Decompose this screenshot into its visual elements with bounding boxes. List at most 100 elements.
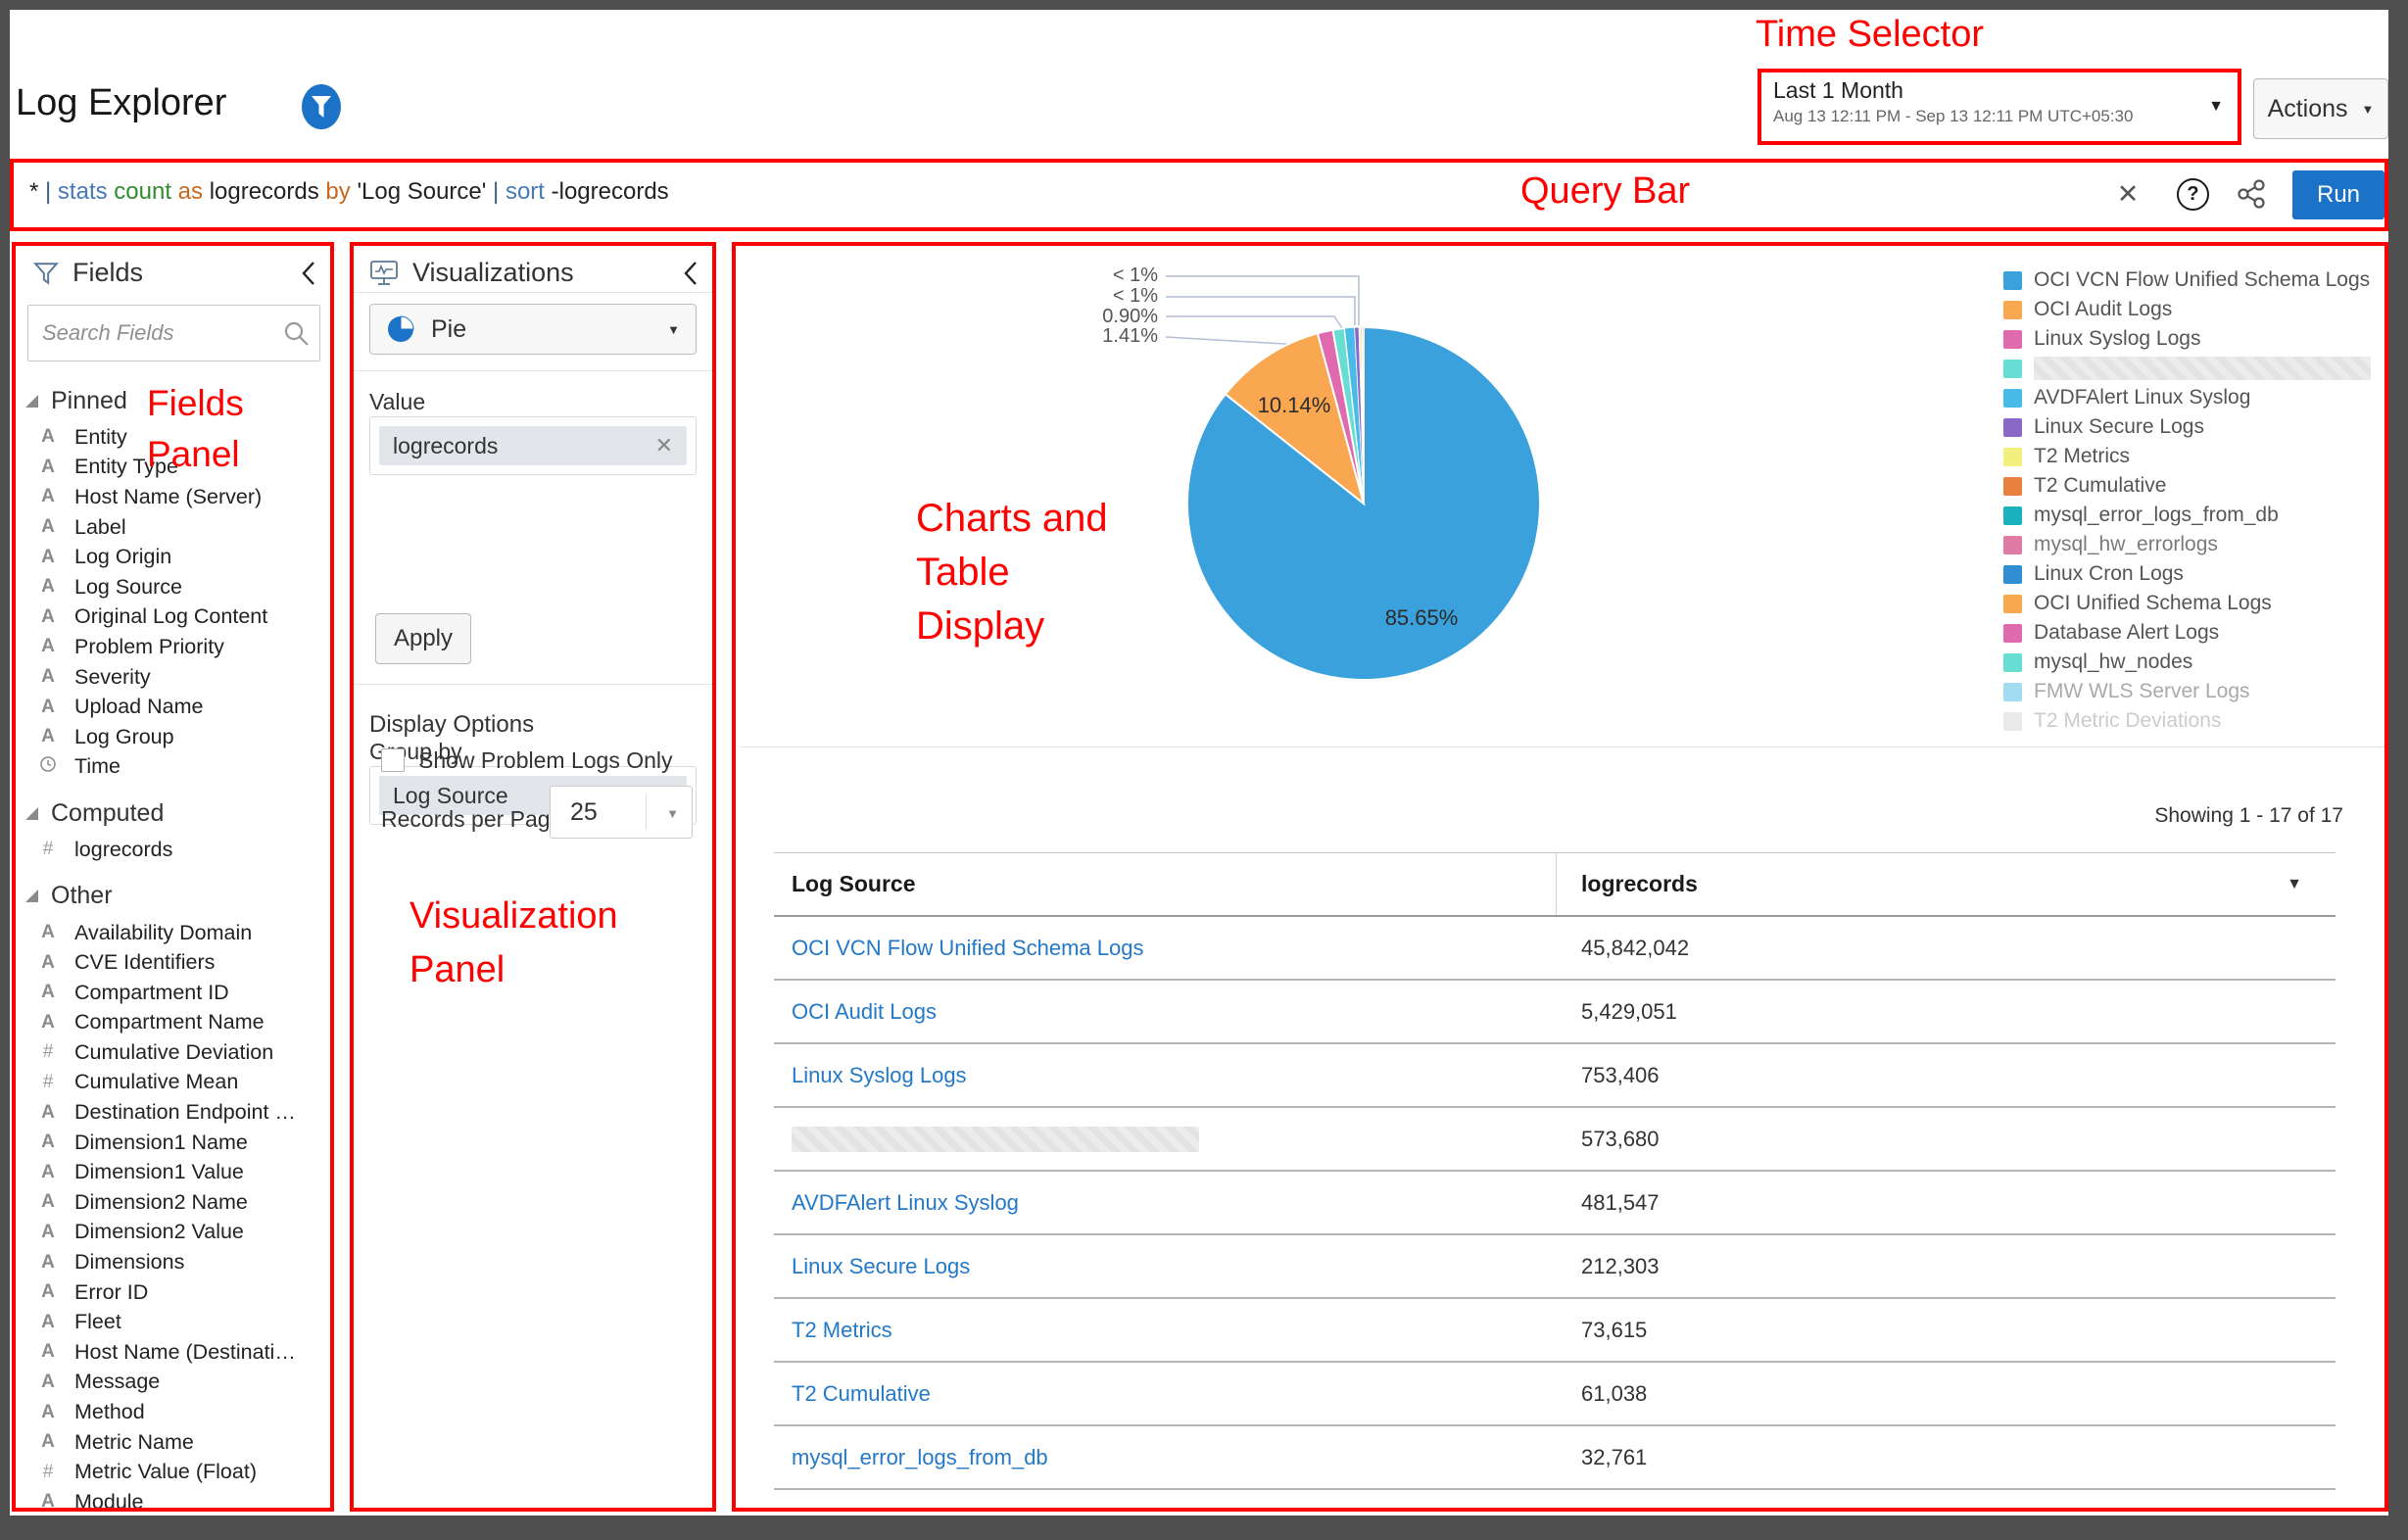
legend-item[interactable]: mysql_hw_errorlogs	[2003, 530, 2387, 559]
field-item[interactable]: A Log Group	[25, 722, 324, 752]
legend-item[interactable]: AVDFAlert Linux Syslog	[2003, 383, 2387, 412]
collapse-visualizations-icon[interactable]	[683, 260, 698, 292]
numeric-field-icon: #	[42, 1041, 54, 1063]
column-header-log-source[interactable]: Log Source	[792, 871, 916, 896]
time-selector[interactable]: Last 1 Month Aug 13 12:11 PM - Sep 13 12…	[1760, 72, 2239, 142]
field-item[interactable]: A Severity	[25, 662, 324, 693]
help-icon[interactable]: ?	[2177, 178, 2209, 211]
field-item[interactable]: A Dimension1 Value	[25, 1157, 324, 1187]
search-fields-input[interactable]	[28, 306, 319, 361]
field-item[interactable]: A Dimension2 Name	[25, 1187, 324, 1218]
value-chip[interactable]: logrecords ✕	[379, 426, 687, 465]
field-item[interactable]: A Original Log Content	[25, 602, 324, 633]
log-source-link[interactable]: mysql_error_logs_from_db	[792, 1444, 1048, 1469]
logrecords-value: 32,761	[1581, 1444, 1648, 1469]
field-item[interactable]: # Metric Value (Float)	[25, 1457, 324, 1487]
legend-item[interactable]: mysql_hw_nodes	[2003, 648, 2387, 677]
field-section-header[interactable]: Pinned	[25, 379, 324, 422]
field-item[interactable]: A Method	[25, 1397, 324, 1427]
log-source-link[interactable]: Linux Syslog Logs	[792, 1062, 967, 1087]
legend-item[interactable]: T2 Metrics	[2003, 442, 2387, 471]
collapse-fields-icon[interactable]	[301, 260, 316, 292]
field-item[interactable]: A CVE Identifiers	[25, 947, 324, 978]
show-problem-logs-checkbox[interactable]	[381, 748, 405, 772]
log-source-link[interactable]: T2 Metrics	[792, 1317, 892, 1342]
field-item[interactable]: A Host Name (Destinati…	[25, 1337, 324, 1368]
legend-item[interactable]: T2 Metric Deviations	[2003, 706, 2387, 736]
field-item[interactable]: A Dimension2 Value	[25, 1218, 324, 1248]
clear-query-icon[interactable]: ✕	[2116, 178, 2140, 209]
share-icon[interactable]	[2236, 177, 2267, 216]
filter-icon[interactable]	[302, 84, 341, 129]
field-item-label: Dimension2 Name	[74, 1189, 248, 1214]
field-section-header[interactable]: Other	[25, 875, 324, 918]
field-item[interactable]: A Fleet	[25, 1307, 324, 1337]
string-field-icon: A	[41, 1131, 55, 1153]
field-item[interactable]: A Problem Priority	[25, 632, 324, 662]
field-item[interactable]: A Host Name (Server)	[25, 482, 324, 512]
funnel-icon	[33, 262, 59, 285]
visualizations-panel: Visualizations Pie ▼ Value logrecords ✕ …	[354, 246, 716, 1512]
string-field-icon: A	[41, 696, 55, 717]
legend-item[interactable]: OCI Unified Schema Logs	[2003, 589, 2387, 618]
chart-legend: OCI VCN Flow Unified Schema Logs OCI Audi…	[2003, 265, 2387, 736]
table-row: mysql_error_logs_from_db 32,761	[774, 1426, 2336, 1490]
field-item[interactable]: A Log Source	[25, 572, 324, 602]
query-input[interactable]: * | stats count as logrecords by 'Log So…	[29, 178, 669, 206]
remove-value-icon[interactable]: ✕	[654, 433, 673, 457]
field-item[interactable]: A Entity Type	[25, 453, 324, 483]
field-item[interactable]: A Label	[25, 512, 324, 543]
field-item[interactable]: A Message	[25, 1368, 324, 1398]
pie-slice[interactable]	[1224, 332, 1366, 506]
run-button[interactable]: Run	[2292, 170, 2384, 219]
field-item[interactable]: A Log Origin	[25, 542, 324, 572]
field-item[interactable]: A Module	[25, 1487, 324, 1517]
field-item[interactable]: A Dimensions	[25, 1247, 324, 1277]
field-item[interactable]: A Error ID	[25, 1277, 324, 1308]
records-per-page-select[interactable]: 25 ▼	[550, 786, 693, 839]
legend-item[interactable]: OCI Audit Logs	[2003, 295, 2387, 324]
column-header-logrecords[interactable]: logrecords	[1581, 871, 1698, 896]
legend-item[interactable]: Database Alert Logs	[2003, 618, 2387, 648]
field-item[interactable]: A Compartment Name	[25, 1008, 324, 1038]
field-item[interactable]: A Compartment ID	[25, 978, 324, 1008]
legend-item[interactable]: FMW WLS Server Logs	[2003, 677, 2387, 706]
field-item[interactable]: A Metric Name	[25, 1427, 324, 1458]
log-source-link[interactable]: Linux Secure Logs	[792, 1253, 971, 1278]
log-source-link[interactable]: OCI Audit Logs	[792, 998, 937, 1024]
log-source-link[interactable]: OCI VCN Flow Unified Schema Logs	[792, 935, 1144, 960]
field-item[interactable]: # Cumulative Deviation	[25, 1037, 324, 1068]
legend-label: T2 Metric Deviations	[2034, 709, 2222, 732]
legend-item[interactable]	[2003, 354, 2387, 383]
legend-item[interactable]: Linux Syslog Logs	[2003, 324, 2387, 354]
showing-count: Showing 1 - 17 of 17	[2154, 804, 2343, 827]
pie-chart[interactable]	[1183, 323, 1544, 684]
value-chip-container: logrecords ✕	[369, 416, 697, 475]
field-item[interactable]: A Destination Endpoint …	[25, 1097, 324, 1128]
apply-button[interactable]: Apply	[375, 613, 471, 664]
field-item[interactable]: # logrecords	[25, 835, 324, 865]
log-source-link[interactable]: AVDFAlert Linux Syslog	[792, 1189, 1019, 1215]
time-selector-label: Last 1 Month	[1773, 77, 1903, 103]
field-item[interactable]: A Dimension1 Name	[25, 1128, 324, 1158]
actions-button[interactable]: Actions ▼	[2253, 78, 2388, 139]
chevron-down-icon: ▼	[666, 806, 679, 821]
field-item[interactable]: # Cumulative Mean	[25, 1068, 324, 1098]
sort-descending-icon[interactable]: ▼	[2287, 875, 2302, 892]
field-item[interactable]: A Availability Domain	[25, 918, 324, 948]
legend-item[interactable]: Linux Cron Logs	[2003, 559, 2387, 589]
field-section-header[interactable]: Computed	[25, 792, 324, 835]
field-item[interactable]: A Entity	[25, 422, 324, 453]
pie-label-orange: 10.14%	[1257, 393, 1331, 417]
query-token: count	[114, 178, 178, 205]
log-source-link[interactable]: T2 Cumulative	[792, 1380, 931, 1406]
legend-item[interactable]: OCI VCN Flow Unified Schema Logs	[2003, 265, 2387, 295]
legend-item[interactable]: mysql_error_logs_from_db	[2003, 501, 2387, 530]
field-item[interactable]: A Upload Name	[25, 692, 324, 722]
field-item[interactable]: Time	[25, 752, 324, 783]
legend-item[interactable]: T2 Cumulative	[2003, 471, 2387, 501]
pie-slice[interactable]	[1362, 326, 1365, 505]
query-token: -logrecords	[551, 178, 669, 205]
chart-type-select[interactable]: Pie ▼	[369, 304, 697, 355]
legend-item[interactable]: Linux Secure Logs	[2003, 412, 2387, 442]
